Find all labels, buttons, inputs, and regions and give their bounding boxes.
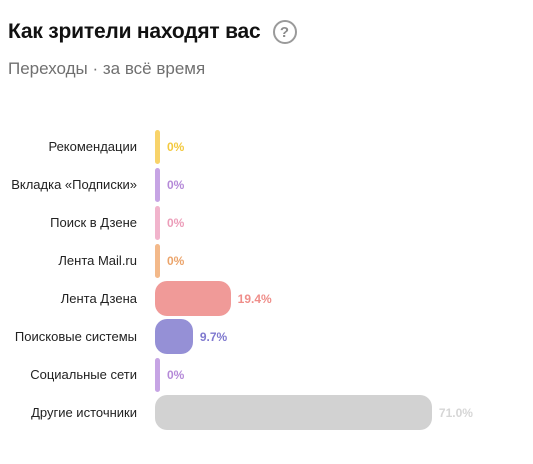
bar-row: Социальные сети 0% <box>0 356 533 394</box>
bar[interactable] <box>155 168 160 202</box>
category-label: Другие источники <box>31 405 137 420</box>
bar-row: Рекомендации 0% <box>0 128 533 166</box>
value-label: 19.4% <box>237 292 272 306</box>
value-label: 0% <box>167 178 185 192</box>
category-label: Рекомендации <box>48 139 137 154</box>
value-label: 0% <box>167 254 185 268</box>
value-label: 0% <box>167 140 185 154</box>
value-label: 0% <box>167 216 185 230</box>
category-label: Лента Mail.ru <box>58 253 137 268</box>
bar[interactable] <box>155 319 193 354</box>
bar-row: Лента Mail.ru 0% <box>0 242 533 280</box>
bar[interactable] <box>155 395 432 430</box>
bar[interactable] <box>155 244 160 278</box>
bar[interactable] <box>155 130 160 164</box>
bar-row: Вкладка «Подписки» 0% <box>0 166 533 204</box>
category-label: Вкладка «Подписки» <box>11 177 137 192</box>
help-icon[interactable]: ? <box>272 20 297 44</box>
page-title: Как зрители находят вас <box>8 20 261 43</box>
bar-row: Поисковые системы 9.7% <box>0 318 533 356</box>
value-label: 71.0% <box>438 406 473 420</box>
category-label: Социальные сети <box>30 367 137 382</box>
bar[interactable] <box>155 358 160 392</box>
bar-row: Лента Дзена 19.4% <box>0 280 533 318</box>
bar[interactable] <box>155 206 160 240</box>
category-label: Поисковые системы <box>14 329 137 344</box>
category-label: Лента Дзена <box>60 291 137 306</box>
value-label: 9.7% <box>199 330 228 344</box>
bar-row: Другие источники 71.0% <box>0 394 533 432</box>
value-label: 0% <box>167 368 185 382</box>
title-row: Как зрители находят вас ? <box>8 20 297 44</box>
bar-row: Поиск в Дзене 0% <box>0 204 533 242</box>
category-label: Поиск в Дзене <box>50 215 137 230</box>
subtitle: Переходы · за всё время <box>8 59 206 78</box>
bar[interactable] <box>155 281 231 316</box>
